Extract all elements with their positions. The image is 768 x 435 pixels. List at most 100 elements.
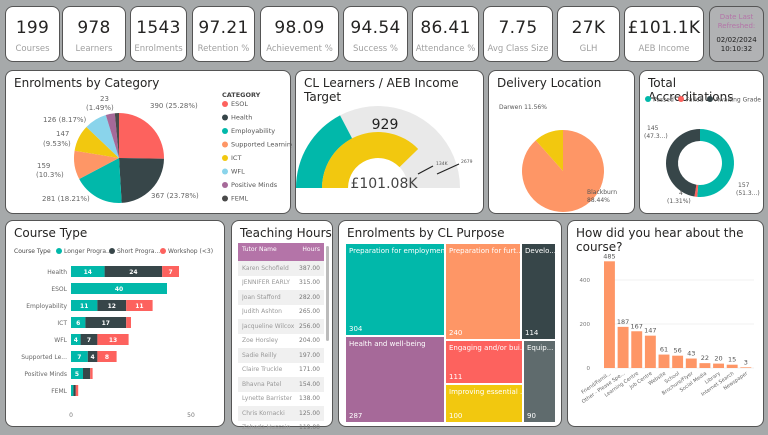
- bar-segment[interactable]: [76, 385, 78, 396]
- legend-item[interactable]: Supported Learning: [231, 141, 292, 149]
- treemap-tile[interactable]: Develo...114: [521, 243, 556, 340]
- kpi-value: £101.1K: [625, 18, 703, 38]
- bar[interactable]: [713, 364, 724, 368]
- table-scrollbar[interactable]: [326, 246, 329, 341]
- donut-slice-awaiting-grade[interactable]: [666, 129, 700, 197]
- bar[interactable]: [727, 365, 738, 368]
- refresh-time: 10:10:32: [721, 45, 752, 53]
- treemap-tile[interactable]: Equip...90: [523, 340, 556, 423]
- treemap-tile[interactable]: Preparation for furt...240: [445, 243, 521, 340]
- income-value: £101.08K: [350, 176, 418, 192]
- legend-item[interactable]: Failed: [686, 97, 704, 104]
- legend-item[interactable]: Positive Minds: [231, 181, 278, 189]
- bar[interactable]: [618, 327, 629, 368]
- blackburn-pct: 88.44%: [587, 197, 610, 204]
- bar-value-label: 167: [631, 322, 643, 330]
- col-tutor-name[interactable]: Tutor Name: [242, 246, 277, 258]
- tile-value: 100: [449, 412, 462, 420]
- legend-item[interactable]: FEML: [231, 195, 248, 203]
- legend-item[interactable]: Employability: [231, 127, 275, 135]
- tutor-hours: 154.00: [299, 381, 320, 388]
- kpi-label: Success %: [344, 44, 407, 54]
- legend-title: CATEGORY: [222, 91, 261, 99]
- cl-purpose-card[interactable]: Enrolments by CL Purpose Preparation for…: [338, 220, 562, 427]
- col-hours[interactable]: Hours: [302, 246, 320, 258]
- kpi-label: Achievement %: [261, 44, 338, 54]
- teaching-hours-card[interactable]: Teaching Hours Tutor Name Hours Karen Sc…: [231, 220, 333, 427]
- legend-item[interactable]: Short Progra...: [117, 248, 160, 255]
- bar-segment[interactable]: [83, 368, 90, 379]
- bar-value-label: 5: [75, 371, 79, 378]
- legend-item[interactable]: ICT: [231, 154, 241, 162]
- legend-item[interactable]: ESOL: [231, 100, 248, 108]
- bar[interactable]: [631, 331, 642, 368]
- donut-slice-passed[interactable]: [697, 129, 734, 197]
- category-label: ESOL: [51, 286, 67, 293]
- legend-item[interactable]: WFL: [231, 168, 245, 176]
- tutor-hours: 387.00: [299, 265, 320, 272]
- bar[interactable]: [672, 356, 683, 368]
- bar[interactable]: [604, 261, 615, 368]
- legend-item[interactable]: Workshop (<3): [168, 248, 213, 255]
- bar[interactable]: [659, 355, 670, 368]
- pie-slice-esol[interactable]: [119, 113, 164, 159]
- bar-segment[interactable]: [73, 385, 75, 396]
- legend-item[interactable]: Awaiting Grade: [715, 97, 761, 104]
- treemap-tile[interactable]: Engaging and/or bui...111: [445, 340, 523, 384]
- treemap-tile[interactable]: Improving essential ...100: [445, 384, 523, 423]
- bar[interactable]: [686, 359, 697, 368]
- data-label: (51.3...): [736, 190, 760, 197]
- bar[interactable]: [645, 336, 656, 368]
- category-label: WFL: [54, 337, 67, 344]
- bar[interactable]: [740, 367, 751, 368]
- category-pie-chart[interactable]: 390 (25.28%)367 (23.78%)281 (18.21%)159(…: [6, 71, 292, 215]
- bar-segment[interactable]: [90, 368, 92, 379]
- legend-item[interactable]: Health: [231, 114, 252, 122]
- enrolments-by-category-card[interactable]: Enrolments by Category 390 (25.28%)367 (…: [5, 70, 291, 214]
- legend-item[interactable]: Passed: [653, 97, 674, 104]
- bar-segment[interactable]: [126, 317, 131, 328]
- tutor-name: Sadie Reilly: [242, 352, 277, 359]
- bar[interactable]: [699, 363, 710, 368]
- category-label: Positive Minds: [24, 371, 67, 378]
- tutor-name: Lynette Barrister: [242, 395, 292, 402]
- delivery-location-card[interactable]: Delivery Location Darwen 11.56%Blackburn…: [488, 70, 635, 214]
- data-label: 159: [37, 162, 50, 170]
- legend-item[interactable]: Longer Progra...: [64, 248, 112, 255]
- bar-segment[interactable]: [71, 385, 73, 396]
